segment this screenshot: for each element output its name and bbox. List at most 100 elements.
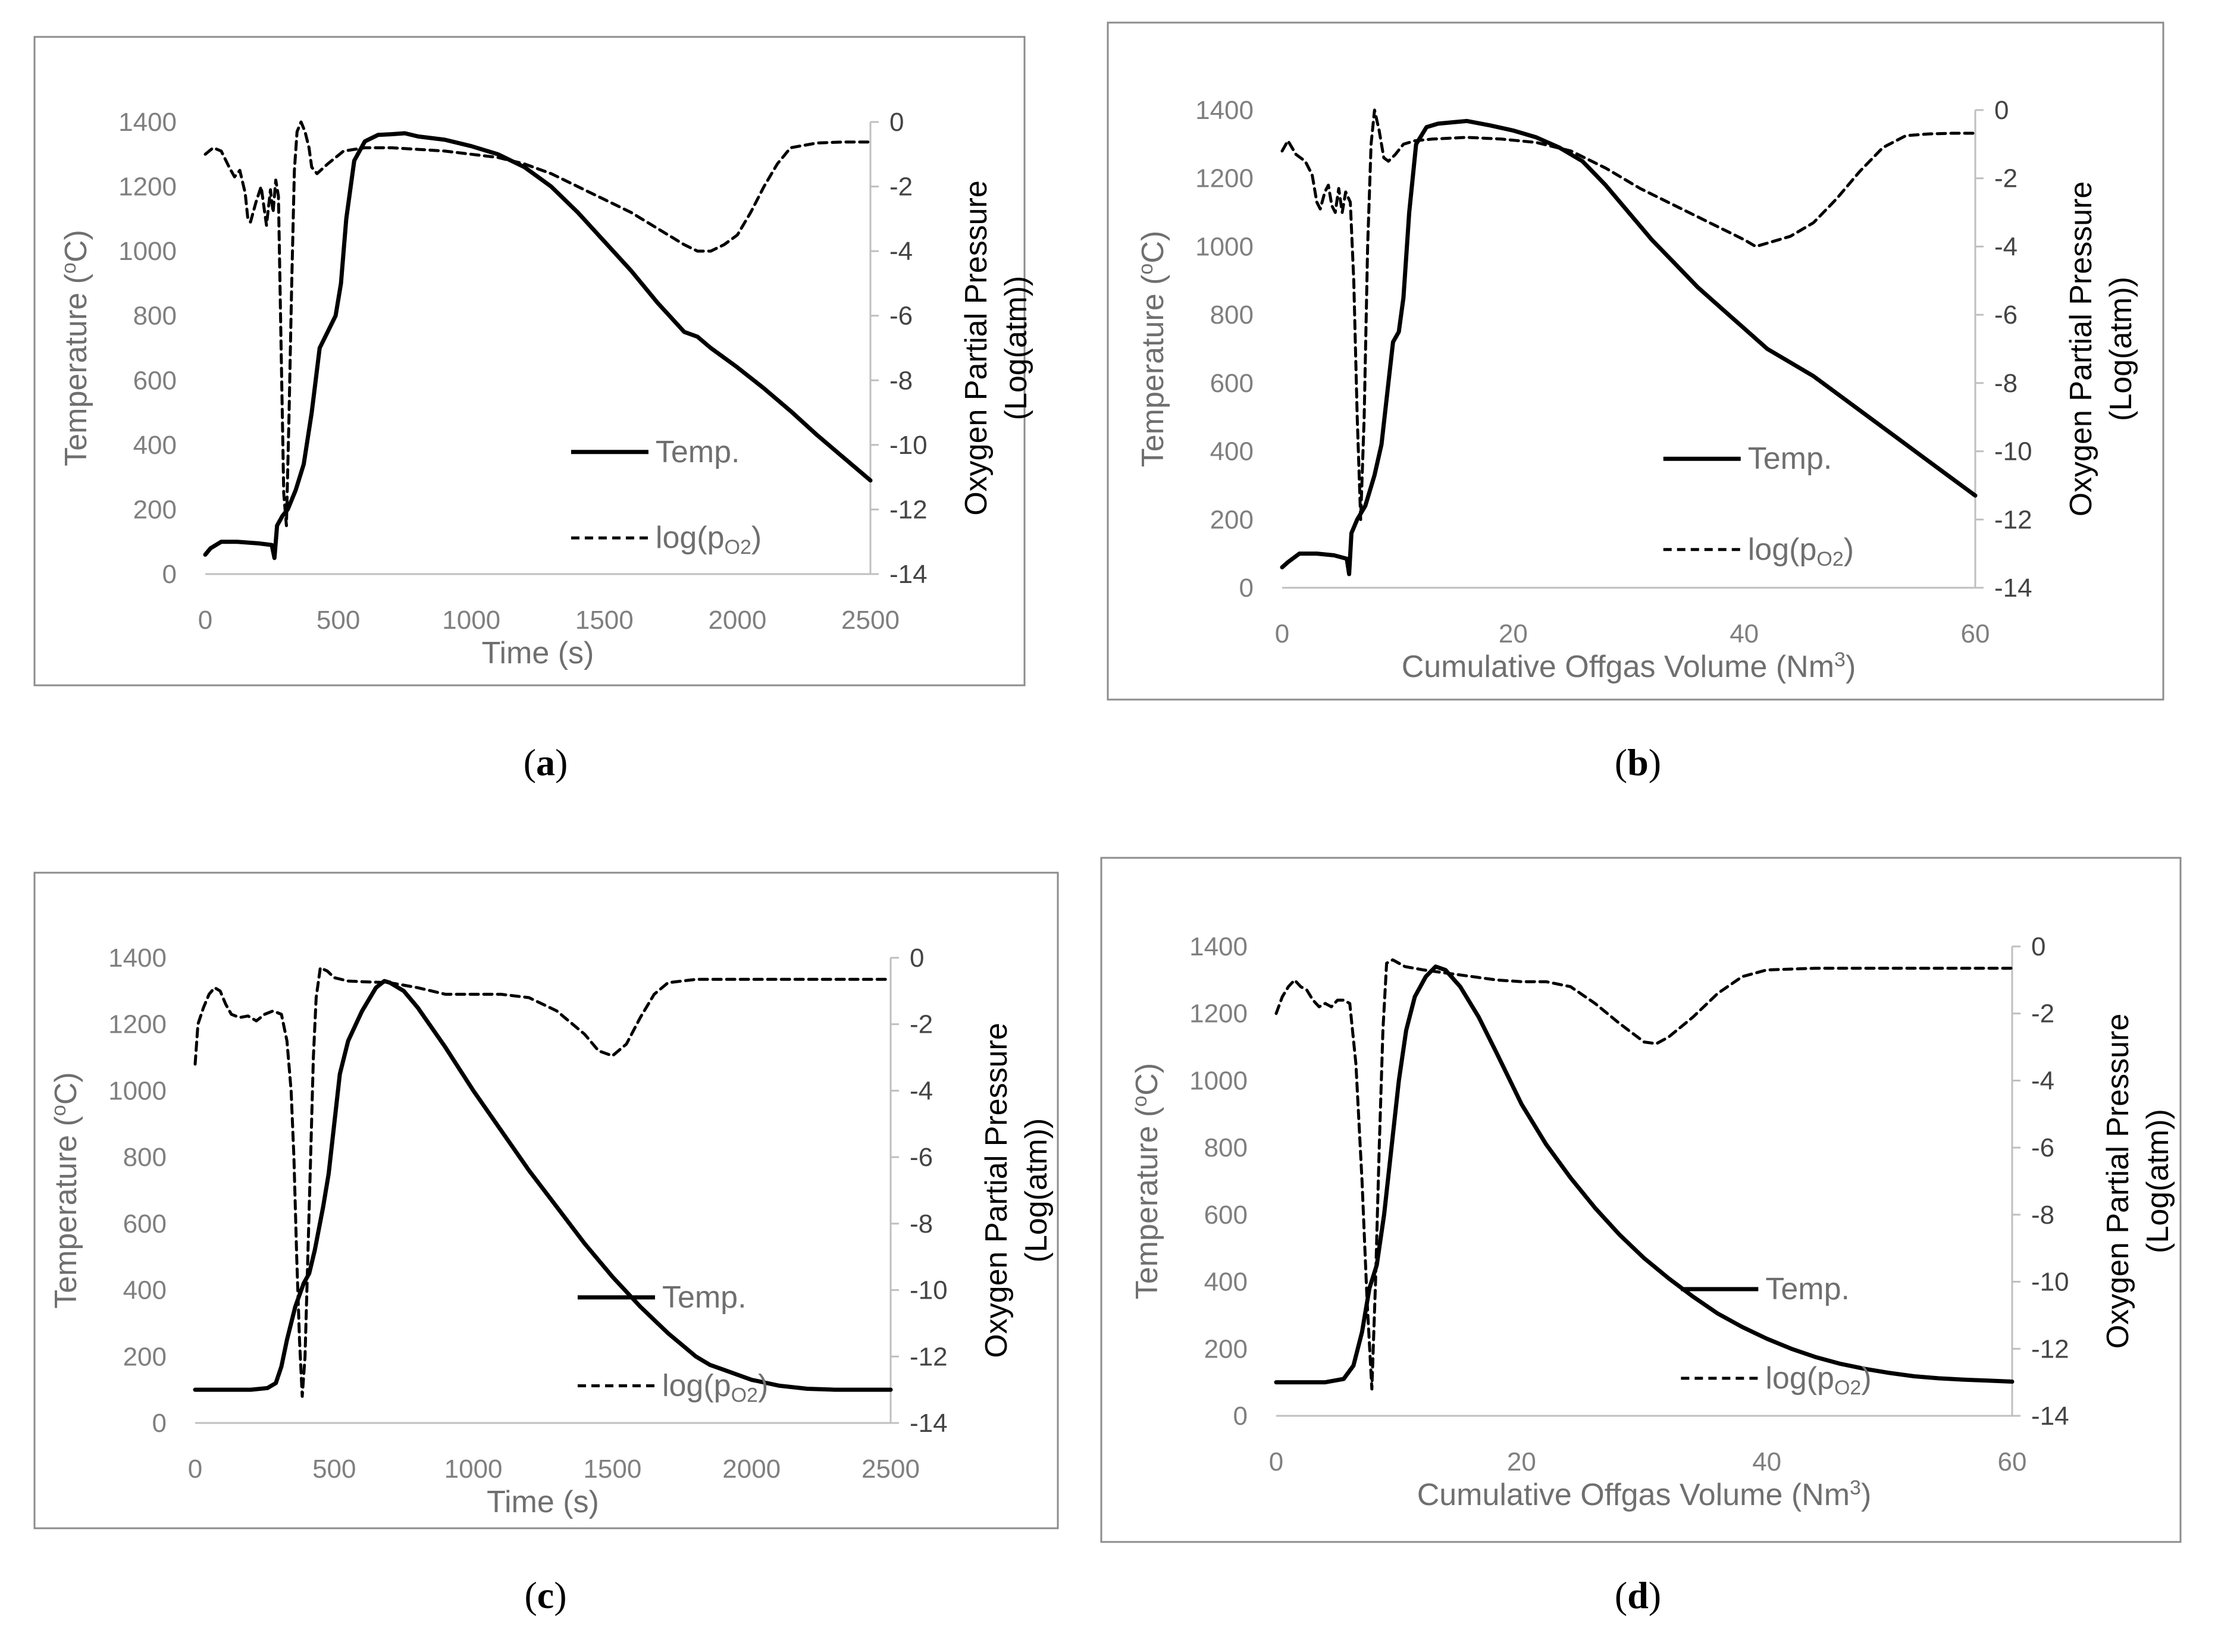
x-tick-label: 500	[317, 606, 360, 635]
x-tick-label: 0	[198, 606, 212, 635]
y-right-tick-label: -8	[889, 366, 913, 395]
y-right-tick-label: -6	[889, 302, 913, 331]
y-left-tick-label: 800	[1210, 300, 1254, 330]
x-tick-label: 1000	[442, 606, 500, 635]
y-right-tick-label: -12	[910, 1342, 948, 1371]
y-right-axis-label-line2: (Log(atm))	[1019, 1118, 1054, 1263]
y-left-axis-label: Temperature (oC)	[1135, 231, 1170, 467]
x-tick-label: 0	[188, 1454, 202, 1484]
y-left-tick-label: 1200	[1189, 999, 1248, 1029]
y-right-tick-label: -14	[2031, 1402, 2069, 1431]
x-tick-label: 40	[1730, 619, 1759, 648]
po2-series-line	[203, 120, 872, 528]
y-right-tick-label: -12	[2031, 1334, 2069, 1363]
chart-d: 0 20 40 600200400600800100012001400-14-12-1…	[1100, 857, 2182, 1543]
y-right-tick-label: -4	[889, 237, 913, 266]
y-right-tick-label: 0	[910, 943, 924, 973]
x-tick-label: 2500	[861, 1454, 920, 1484]
y-left-tick-label: 200	[133, 495, 177, 524]
x-tick-label: 60	[1998, 1447, 2027, 1477]
po2-series-line	[1274, 958, 2014, 1391]
y-left-axis-label: Temperature (oC)	[1129, 1063, 1164, 1299]
y-right-tick-label: -6	[1994, 300, 2017, 330]
caption-d: (d)	[1614, 1574, 1662, 1616]
y-right-tick-label: -8	[2031, 1200, 2054, 1230]
x-tick-label: 2000	[722, 1454, 781, 1484]
y-left-tick-label: 400	[123, 1276, 167, 1305]
y-right-tick-label: 0	[1994, 96, 2009, 125]
legend-po2-label: log(pO2)	[662, 1368, 768, 1406]
caption-a: (a)	[523, 741, 568, 783]
temp-series-line	[1274, 964, 2015, 1385]
y-left-tick-label: 600	[123, 1209, 167, 1239]
x-tick-label: 0	[1269, 1447, 1283, 1477]
y-right-tick-label: -2	[2031, 999, 2054, 1029]
y-right-tick-label: -4	[1994, 232, 2017, 261]
x-axis-label: Cumulative Offgas Volume (Nm3)	[1417, 1477, 1872, 1512]
y-left-tick-label: 1000	[108, 1076, 167, 1105]
x-tick-label: 20	[1507, 1447, 1536, 1477]
y-left-tick-label: 1400	[1189, 932, 1248, 961]
y-right-tick-label: 0	[2031, 932, 2045, 961]
y-left-tick-label: 600	[1210, 369, 1254, 398]
y-left-tick-label: 400	[133, 431, 177, 460]
y-right-axis-label-line2: (Log(atm))	[2141, 1109, 2175, 1253]
caption-c: (c)	[524, 1574, 567, 1616]
y-right-tick-label: -2	[889, 173, 913, 202]
x-tick-label: 0	[1275, 619, 1289, 648]
x-tick-label: 1000	[444, 1454, 503, 1484]
x-tick-label: 20	[1499, 619, 1528, 648]
y-right-tick-label: -6	[910, 1143, 933, 1172]
y-left-tick-label: 600	[1204, 1200, 1248, 1230]
x-tick-label: 2500	[841, 606, 900, 635]
y-right-axis-label-line1: Oxygen Partial Pressure	[979, 1023, 1014, 1358]
y-left-tick-label: 800	[133, 302, 177, 331]
y-left-axis-label: Temperature (oC)	[48, 1072, 83, 1308]
y-left-tick-label: 1000	[1195, 232, 1254, 261]
x-tick-label: 1500	[575, 606, 634, 635]
y-right-tick-label: -4	[910, 1076, 933, 1105]
x-axis-label: Time (s)	[482, 636, 594, 670]
y-right-axis-label-line1: Oxygen Partial Pressure	[959, 180, 994, 516]
x-tick-label: 40	[1752, 1447, 1781, 1477]
y-left-tick-label: 200	[123, 1342, 167, 1371]
chart-frame	[1107, 21, 2164, 701]
legend-po2-label: log(pO2)	[1765, 1361, 1871, 1399]
y-right-axis-label-line1: Oxygen Partial Pressure	[2101, 1014, 2135, 1349]
y-left-tick-label: 0	[1233, 1402, 1248, 1431]
y-right-tick-label: -10	[2031, 1268, 2069, 1297]
chart-c: 0 500 1000 1500 2000 2500 0 200 400 600 800 1000 120…	[33, 872, 1059, 1529]
chart-frame	[33, 36, 1026, 686]
y-left-tick-label: 200	[1204, 1334, 1248, 1363]
chart-a: 0 500 1000 1500 2000 2500 0 200 400 600 800 1000 120…	[33, 36, 1033, 686]
y-right-tick-label: -10	[889, 431, 928, 460]
y-right-tick-label: -6	[2031, 1133, 2054, 1162]
legend-temp-label: Temp.	[656, 435, 740, 469]
y-left-tick-label: 0	[152, 1409, 167, 1438]
y-left-tick-label: 200	[1210, 505, 1254, 534]
legend-po2-label: log(pO2)	[656, 521, 762, 559]
y-left-tick-label: 400	[1204, 1268, 1248, 1297]
y-left-tick-label: 1000	[1189, 1066, 1248, 1095]
y-right-tick-label: -12	[889, 495, 928, 524]
y-left-tick-label: 1400	[1195, 96, 1254, 125]
y-right-tick-label: -12	[1994, 505, 2032, 534]
y-left-tick-label: 0	[1239, 573, 1254, 603]
y-right-tick-label: -8	[910, 1209, 933, 1239]
legend-temp-label: Temp.	[662, 1280, 747, 1315]
caption-b: (b)	[1614, 741, 1662, 783]
y-left-tick-label: 1000	[118, 237, 177, 266]
y-right-tick-label: -10	[910, 1276, 948, 1305]
y-right-tick-label: -2	[1994, 164, 2017, 193]
x-tick-label: 2000	[708, 606, 766, 635]
x-tick-label: 500	[312, 1454, 356, 1484]
y-left-tick-label: 800	[123, 1143, 167, 1172]
chart-b: 0 20 40 600200400600800100012001400-14-12-1…	[1107, 21, 2164, 701]
y-right-axis-label-line1: Oxygen Partial Pressure	[2064, 181, 2098, 517]
y-left-tick-label: 600	[133, 366, 177, 395]
legend-temp-label: Temp.	[1765, 1272, 1850, 1306]
y-left-tick-label: 1200	[108, 1010, 167, 1039]
x-axis-label: Time (s)	[487, 1485, 599, 1519]
y-left-tick-label: 1400	[118, 108, 177, 137]
